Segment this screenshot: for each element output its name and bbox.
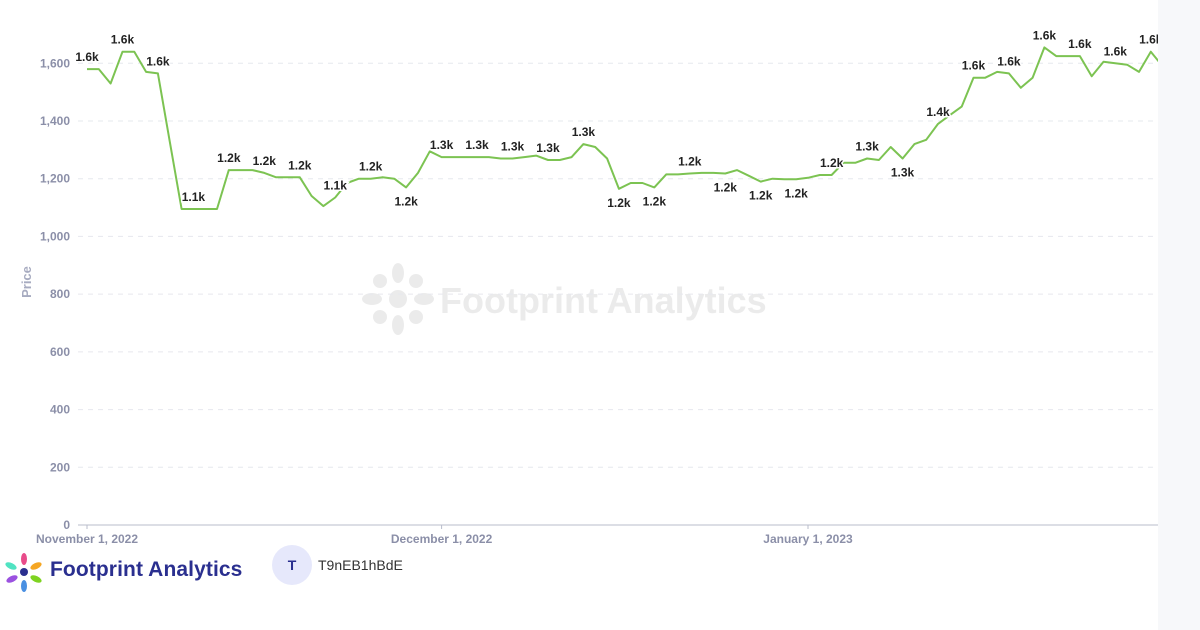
brand-name: Footprint Analytics xyxy=(50,558,243,581)
footer: Footprint Analytics T T9nEB1hBdE xyxy=(0,540,1158,630)
y-tick-label: 1,000 xyxy=(40,229,70,243)
data-label: 1.6k xyxy=(75,50,99,64)
data-label: 1.2k xyxy=(253,154,277,168)
data-label: 1.6k xyxy=(111,33,135,47)
data-label: 1.3k xyxy=(891,166,915,180)
data-label: 1.3k xyxy=(536,141,560,155)
y-axis-label: Price xyxy=(19,266,34,298)
y-tick-label: 200 xyxy=(50,460,70,474)
watermark-logo-icon xyxy=(362,263,434,335)
data-label: 1.6k xyxy=(1139,33,1158,47)
y-tick-label: 600 xyxy=(50,345,70,359)
data-label: 1.6k xyxy=(997,54,1021,68)
data-label: 1.2k xyxy=(288,158,312,172)
chart-area: Footprint Analytics 0 200 400 600 800 1,000 1,… xyxy=(19,27,1164,546)
watermark-text: Footprint Analytics xyxy=(440,280,767,321)
data-label: 1.2k xyxy=(643,194,667,208)
data-label: 1.6k xyxy=(1068,37,1092,51)
data-label: 1.6k xyxy=(962,59,986,73)
y-tick-label: 800 xyxy=(50,287,70,301)
price-series-line xyxy=(87,46,1164,210)
data-label: 1.3k xyxy=(465,138,489,152)
data-label: 1.6k xyxy=(146,54,170,68)
data-label: 1.1k xyxy=(324,178,348,192)
data-label: 1.2k xyxy=(714,181,738,195)
data-label: 1.3k xyxy=(572,125,596,139)
data-label: 1.2k xyxy=(820,156,844,170)
data-label: 1.1k xyxy=(182,190,206,204)
y-tick-label: 1,200 xyxy=(40,172,70,186)
data-label: 1.3k xyxy=(430,138,454,152)
price-line-chart: Footprint Analytics 0 200 400 600 800 1,000 1,… xyxy=(19,27,1164,546)
data-label: 1.2k xyxy=(678,155,702,169)
data-label: 1.2k xyxy=(749,189,773,203)
y-tick-label: 1,400 xyxy=(40,114,70,128)
brand: Footprint Analytics xyxy=(0,548,242,592)
data-label: 1.3k xyxy=(855,140,879,154)
data-label: 1.2k xyxy=(217,151,241,165)
data-label: 1.3k xyxy=(501,140,525,154)
data-label: 1.4k xyxy=(926,105,950,119)
x-tick-label: January 1, 2023 xyxy=(763,532,853,546)
watermark: Footprint Analytics xyxy=(362,263,767,335)
y-tick-label: 400 xyxy=(50,403,70,417)
footprint-logo-icon xyxy=(5,553,42,592)
y-tick-label: 0 xyxy=(63,518,70,532)
x-tick-label: December 1, 2022 xyxy=(391,532,493,546)
data-label: 1.2k xyxy=(607,196,631,210)
x-tick-label: November 1, 2022 xyxy=(36,532,138,546)
data-label: 1.6k xyxy=(1033,28,1057,42)
data-label: 1.2k xyxy=(359,160,383,174)
y-tick-label: 1,600 xyxy=(40,56,70,70)
avatar[interactable]: T xyxy=(272,545,312,585)
username[interactable]: T9nEB1hBdE xyxy=(318,557,403,573)
side-panel xyxy=(1158,0,1200,630)
data-label: 1.2k xyxy=(394,194,418,208)
data-label: 1.6k xyxy=(1104,44,1128,58)
data-label: 1.2k xyxy=(785,186,809,200)
